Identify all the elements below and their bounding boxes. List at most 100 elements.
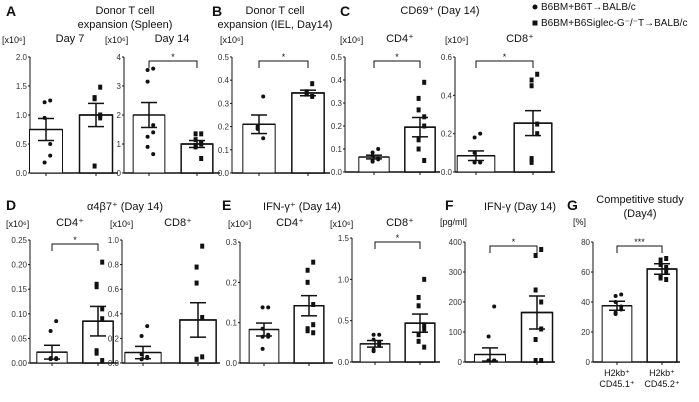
data-point-square xyxy=(305,279,310,285)
data-point-square xyxy=(422,123,427,129)
data-point-circle xyxy=(377,343,382,348)
data-point-circle xyxy=(48,153,53,158)
chart-panel-c-3: CD4⁺ [x10⁶] 0.0 0.1 0.2 0.3 0.4 0.5 * xyxy=(331,33,440,177)
data-point-circle xyxy=(145,324,150,329)
y-tick-label: 0 xyxy=(117,169,122,178)
bar xyxy=(291,92,325,174)
significance-marker: * xyxy=(73,235,77,245)
data-point-square xyxy=(98,112,103,118)
data-point-square xyxy=(194,356,199,362)
data-point-square xyxy=(533,287,538,293)
chart-title: Day 14 xyxy=(155,33,190,45)
panel-title: (Day4) xyxy=(623,208,656,220)
data-point-circle xyxy=(151,130,156,135)
chart-title: CD4⁺ xyxy=(276,217,304,229)
chart-title: CD8⁺ xyxy=(506,33,534,45)
data-point-square xyxy=(422,326,427,332)
y-tick-label: 0.0 xyxy=(218,169,230,178)
y-tick-label: 0 xyxy=(458,358,463,367)
data-point-square xyxy=(529,83,534,89)
panel-title: IFN-γ⁺ (Day 14) xyxy=(263,201,341,213)
data-point-circle xyxy=(486,358,491,363)
data-point-square xyxy=(422,344,427,350)
bar xyxy=(646,268,678,363)
data-point-square xyxy=(539,326,544,332)
chart-title: Day 7 xyxy=(56,33,85,45)
panel-title: Donor T cell xyxy=(246,5,305,17)
data-point-square xyxy=(200,354,205,360)
data-point-circle xyxy=(371,349,376,354)
y-tick-label: 0.5 xyxy=(331,53,343,62)
data-point-square xyxy=(658,257,663,263)
data-point-circle xyxy=(478,160,483,165)
data-point-circle xyxy=(48,357,53,362)
x-category-label: H2kb⁺ xyxy=(604,368,630,378)
data-point-square xyxy=(529,77,534,83)
data-point-square xyxy=(100,316,105,322)
data-point-square xyxy=(416,338,421,344)
data-point-circle xyxy=(260,346,265,351)
legend-square-marker xyxy=(532,20,538,26)
data-point-square xyxy=(416,95,421,101)
data-point-circle xyxy=(42,115,47,120)
data-point-square xyxy=(193,131,198,137)
data-point-circle xyxy=(145,68,150,73)
data-point-circle xyxy=(613,312,618,316)
data-point-circle xyxy=(619,292,624,297)
data-point-circle xyxy=(151,66,156,71)
y-tick-label: 80 xyxy=(581,238,590,247)
y-tick-label: 1.0 xyxy=(338,275,350,284)
data-point-square xyxy=(194,280,199,286)
data-point-circle xyxy=(472,150,477,155)
y-tick-label: 0 xyxy=(586,358,591,367)
significance-marker: * xyxy=(396,233,400,243)
significance-bracket xyxy=(148,60,198,68)
y-axis-unit: [x10⁶] xyxy=(228,219,251,229)
data-point-square xyxy=(535,131,540,137)
chart-title: CD4⁺ xyxy=(56,217,84,229)
data-point-circle xyxy=(370,153,375,158)
legend-entry: B6BM+B6T→BALB/c xyxy=(541,2,636,13)
y-tick-label: 0.0 xyxy=(226,359,238,368)
chart-panel-a-0: Day 7 [x10⁶] 0.0 0.5 1.0 1.5 2.0 xyxy=(2,33,118,178)
data-point-circle xyxy=(492,304,497,309)
y-tick-label: 200 xyxy=(449,298,463,307)
data-point-square xyxy=(98,84,103,90)
data-point-square xyxy=(416,295,421,301)
data-point-square xyxy=(658,262,663,267)
data-point-circle xyxy=(472,160,477,165)
data-point-circle xyxy=(492,358,497,363)
data-point-square xyxy=(416,146,421,152)
y-tick-label: 0.0 xyxy=(441,168,453,177)
significance-bracket xyxy=(475,60,534,68)
y-tick-label: 0.4 xyxy=(218,76,230,85)
data-point-square xyxy=(193,137,198,143)
legend-entry: B6BM+B6Siglec-G⁻/⁻T→BALB/c xyxy=(541,18,687,29)
y-tick-label: 0.2 xyxy=(108,334,120,343)
data-point-square xyxy=(94,350,99,356)
y-tick-label: 0.1 xyxy=(218,146,230,155)
y-tick-label: 0.2 xyxy=(441,130,453,139)
data-point-square xyxy=(535,121,540,127)
data-point-circle xyxy=(377,340,382,345)
significance-marker: * xyxy=(171,52,175,62)
significance-bracket xyxy=(51,243,99,251)
data-point-circle xyxy=(619,307,624,312)
y-tick-label: 1.0 xyxy=(108,236,120,245)
data-point-circle xyxy=(261,94,266,99)
data-point-circle xyxy=(472,135,477,140)
data-point-square xyxy=(422,158,427,163)
y-tick-label: 0.5 xyxy=(16,140,28,149)
x-category-label: CD45.2⁺ xyxy=(644,379,680,389)
data-point-square xyxy=(533,337,538,342)
y-tick-label: 1.0 xyxy=(16,111,28,120)
data-point-square xyxy=(311,330,316,336)
y-tick-label: 0.0 xyxy=(108,359,120,368)
data-point-circle xyxy=(151,152,156,157)
data-point-circle xyxy=(260,326,265,331)
significance-marker: * xyxy=(503,52,507,62)
y-tick-label: 0.1 xyxy=(331,145,343,154)
y-tick-label: 0.3 xyxy=(331,99,343,108)
data-point-circle xyxy=(376,147,381,151)
